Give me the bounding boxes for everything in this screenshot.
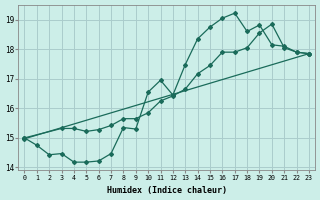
X-axis label: Humidex (Indice chaleur): Humidex (Indice chaleur) (107, 186, 227, 195)
